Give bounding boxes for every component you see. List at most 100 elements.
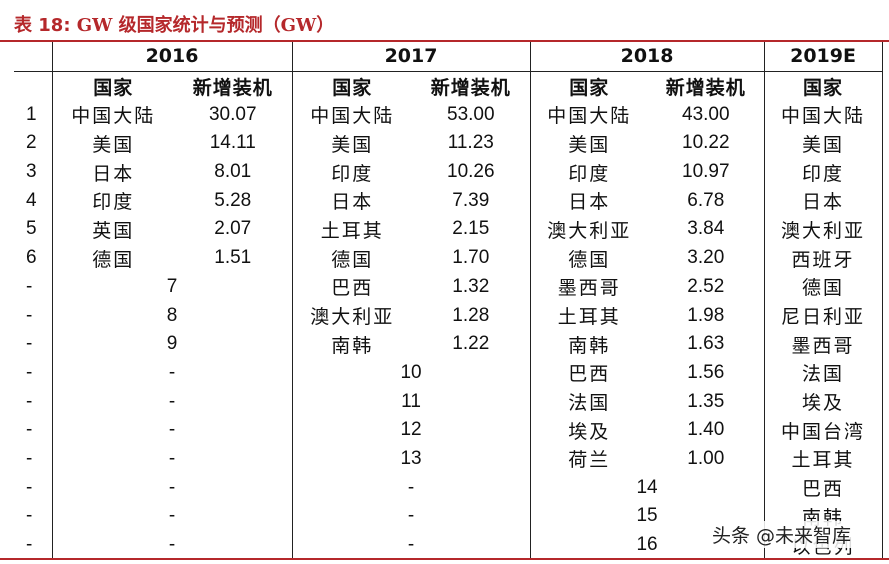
title-rule [0,40,889,42]
country-2018-cell: 澳大利亚 [529,215,649,244]
country-2017-cell: 德国 [291,243,413,273]
country-2019e-cell: 尼日利亚 [763,301,883,330]
country-capacity-table: 2016 2017 2018 2019E 国家 新增装机 国家 新增装机 国家 … [14,42,883,560]
year-2018: 2018 [529,42,765,72]
country-2017-cell: 美国 [291,129,413,158]
year-2017: 2017 [291,42,531,72]
table-row: -9 南韩 1.22 南韩 1.63 墨西哥 [14,329,883,359]
rank-cell: - [26,333,33,355]
header-capacity-2018: 新增装机 [665,76,746,99]
country-2016-cell: 印度 [51,186,174,216]
bottom-rule [0,558,889,560]
rank-cell: 1 [26,103,37,125]
column-header-row: 国家 新增装机 国家 新增装机 国家 新增装机 国家 [14,71,883,101]
country-2016-cell: 中国大陆 [51,100,174,130]
watermark: 头条 @未来智库 [710,521,854,548]
capacity-2018-cell: 1.35 [687,390,725,412]
table-row: - -12 埃及 1.40 中国台湾 [14,415,883,445]
country-2019e-cell: 埃及 [763,387,883,416]
capacity-2018-cell: 2.52 [687,275,725,297]
rank-cell: - [26,304,33,326]
year-2019e: 2019E [763,42,883,72]
capacity-2016-cell: 2.07 [214,218,252,240]
header-country-2019e: 国家 [763,71,883,101]
country-2017-cell: 日本 [291,186,413,216]
rank-2017-cell: 10 [291,358,531,388]
rank-cell: - [26,390,33,412]
table-row: 5 英国 2.07 土耳其 2.15 澳大利亚 3.84 澳大利亚 [14,215,883,244]
rank-cell: - [26,476,33,498]
capacity-2018-cell: 6.78 [687,189,725,211]
capacity-2018-cell: 10.22 [682,132,730,154]
rank-2017-cell: 11 [291,387,531,416]
header-country-2017: 国家 [291,71,413,101]
rank-cell: - [26,275,33,297]
capacity-2018-cell: 1.00 [687,447,725,469]
header-capacity-2017: 新增装机 [430,76,511,99]
country-2019e-cell: 墨西哥 [763,329,883,359]
rank-cell: 3 [26,161,37,183]
capacity-2018-cell: 1.98 [687,304,725,326]
capacity-2018-cell: 3.84 [687,218,725,240]
country-2018-cell: 德国 [529,243,649,273]
capacity-2017-cell: 53.00 [447,103,495,125]
capacity-2018-cell: 3.20 [687,247,725,269]
rank-2018-cell: 14 [529,473,765,502]
table-row: - -13 荷兰 1.00 土耳其 [14,444,883,474]
country-2019e-cell: 中国大陆 [763,100,883,130]
country-2018-cell: 墨西哥 [529,272,649,302]
country-2017-cell: 土耳其 [291,215,413,244]
table-row: -7 巴西 1.32 墨西哥 2.52 德国 [14,272,883,302]
table-row: 4 印度 5.28 日本 7.39 日本 6.78 日本 [14,186,883,216]
rank-2016-cell: - [51,502,293,531]
country-2019e-cell: 印度 [763,157,883,187]
table-title: 表 18: GW 级国家统计与预测（GW） [14,11,334,37]
country-2018-cell: 日本 [529,186,649,216]
capacity-2018-cell: 1.40 [687,419,725,441]
country-2017-cell: 印度 [291,157,413,187]
capacity-2017-cell: 7.39 [452,189,490,211]
country-2018-cell: 荷兰 [529,444,649,474]
capacity-2017-cell: 1.22 [452,333,490,355]
rank-2017-cell: 12 [291,415,531,445]
table-title-text: GW 级国家统计与预测（GW） [76,15,335,36]
capacity-2017-cell: 1.28 [452,304,490,326]
country-2019e-cell: 中国台湾 [763,415,883,445]
rank-cell: 2 [26,132,37,154]
country-2019e-cell: 西班牙 [763,243,883,273]
table-row: - -10 巴西 1.56 法国 [14,358,883,388]
capacity-2016-cell: 14.11 [209,132,256,154]
capacity-2016-cell: 30.07 [208,103,257,125]
capacity-2018-cell: 43.00 [682,103,730,125]
table-row: 2 美国 14.11 美国 11.23 美国 10.22 美国 [14,129,883,158]
rank-2016-cell: - [51,358,293,388]
capacity-2017-cell: 2.15 [452,218,490,240]
rank-cell: - [26,505,33,527]
rank-2016-cell: - [51,415,293,445]
rank-2016-cell: - [51,387,293,416]
table-row: -8 澳大利亚 1.28 土耳其 1.98 尼日利亚 [14,301,883,330]
country-2017-cell: 中国大陆 [291,100,413,130]
country-2019e-cell: 日本 [763,186,883,216]
header-capacity-2016: 新增装机 [192,76,273,99]
country-2019e-cell: 法国 [763,358,883,388]
rank-cell: - [26,534,33,556]
capacity-2017-cell: 1.70 [452,247,490,269]
country-2018-cell: 印度 [529,157,649,187]
rank-2017-cell: 13 [291,444,531,474]
rank-cell: - [26,361,33,383]
country-2019e-cell: 土耳其 [763,444,883,474]
rank-2016-cell: 9 [51,329,293,359]
country-2017-cell: 巴西 [291,272,413,302]
rank-cell: 6 [26,247,37,269]
country-2019e-cell: 美国 [763,129,883,158]
header-country-2016: 国家 [51,71,174,101]
country-2018-cell: 中国大陆 [529,100,649,130]
country-2019e-cell: 澳大利亚 [763,215,883,244]
country-2019e-cell: 巴西 [763,473,883,502]
header-country-2018: 国家 [529,71,649,101]
table-row: - - -14 巴西 [14,473,883,502]
rank-cell: 5 [26,218,37,240]
rank-cell: 4 [26,189,37,211]
country-2017-cell: 澳大利亚 [291,301,413,330]
